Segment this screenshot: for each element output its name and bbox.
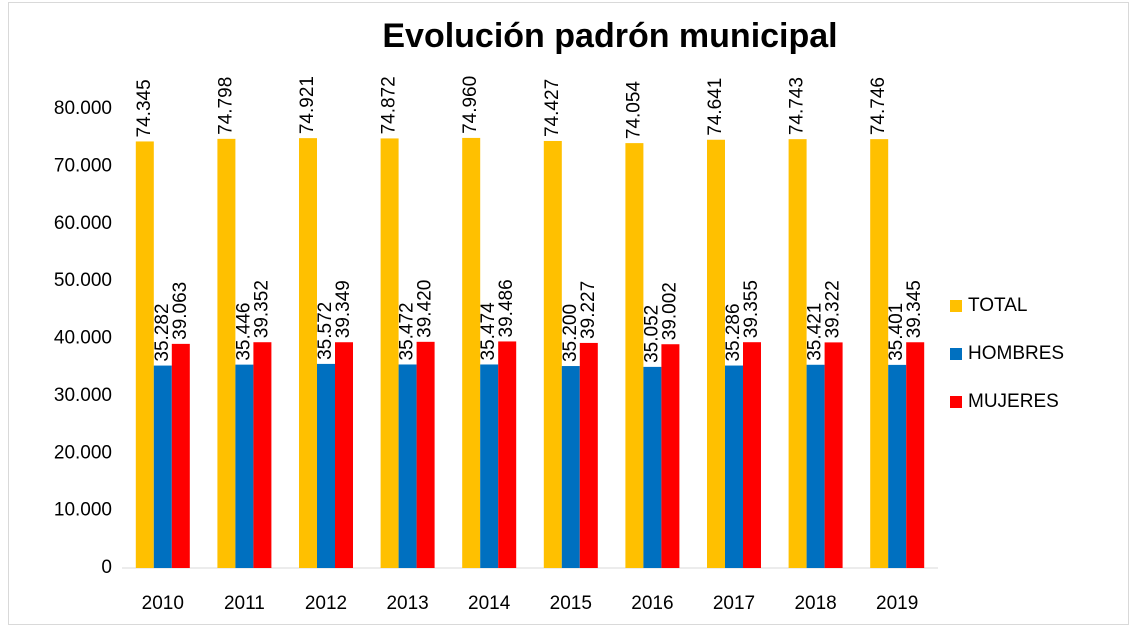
- bar: [743, 342, 761, 568]
- data-label: 74.960: [460, 76, 481, 134]
- bar: [498, 341, 517, 568]
- x-tick-label: 2017: [713, 593, 755, 614]
- data-label: 39.420: [415, 280, 436, 338]
- bar: [480, 364, 499, 568]
- bar: [299, 138, 317, 569]
- bar: [317, 363, 335, 568]
- bar: [135, 141, 154, 568]
- data-label: 35.474: [478, 302, 499, 361]
- x-tick-label: 2012: [305, 593, 347, 614]
- x-tick-label: 2010: [142, 593, 184, 614]
- x-tick-label: 2019: [876, 593, 918, 614]
- bar: [543, 140, 562, 568]
- x-tick-label: 2013: [386, 593, 428, 614]
- y-tick-label: 40.000: [54, 328, 112, 349]
- bar: [906, 342, 925, 568]
- bar: [253, 342, 272, 568]
- bar: [217, 138, 236, 568]
- data-label: 35.446: [233, 303, 254, 361]
- data-label: 35.472: [397, 302, 418, 360]
- bar: [824, 342, 843, 568]
- x-tick-label: 2014: [468, 593, 511, 614]
- chart-title: Evolución padrón municipal: [382, 17, 837, 55]
- bar: [398, 364, 417, 568]
- data-label: 39.322: [823, 280, 844, 338]
- x-tick-label: 2018: [794, 593, 836, 614]
- bar: [153, 365, 172, 568]
- data-label: 35.286: [723, 303, 744, 361]
- bar: [643, 366, 662, 568]
- bar: [579, 342, 598, 568]
- bar: [707, 139, 725, 569]
- data-label: 35.401: [886, 303, 907, 361]
- x-tick-label: 2016: [631, 593, 673, 614]
- x-tick-label: 2015: [550, 593, 592, 614]
- data-label: 74.641: [705, 78, 726, 136]
- data-label: 35.572: [315, 302, 336, 360]
- bar: [380, 138, 399, 568]
- bar: [235, 364, 254, 568]
- data-label: 35.200: [560, 304, 581, 362]
- data-label: 39.355: [741, 280, 762, 338]
- data-label: 74.921: [297, 76, 318, 134]
- y-tick-label: 30.000: [54, 385, 112, 406]
- bar: [725, 365, 743, 568]
- bar: [625, 143, 644, 568]
- data-label: 39.002: [659, 282, 680, 340]
- data-label: 39.345: [904, 280, 925, 338]
- bar: [788, 139, 807, 568]
- data-label: 74.743: [787, 77, 808, 135]
- bar: [171, 343, 190, 568]
- data-label: 35.052: [641, 305, 662, 363]
- data-label: 74.427: [542, 79, 563, 137]
- bar: [888, 364, 907, 568]
- y-tick-label: 0: [101, 557, 112, 578]
- bar: [561, 366, 580, 568]
- data-label: 74.872: [379, 76, 400, 134]
- data-label: 74.345: [134, 79, 155, 137]
- bar: [462, 137, 481, 569]
- y-tick-label: 50.000: [54, 270, 112, 291]
- legend-swatch: [950, 348, 962, 360]
- bar: [806, 364, 825, 568]
- bar: [870, 139, 889, 568]
- data-label: 74.798: [215, 77, 236, 135]
- data-label: 35.282: [152, 303, 173, 361]
- data-label: 39.352: [251, 280, 272, 338]
- y-tick-label: 60.000: [54, 213, 112, 234]
- bar: [335, 342, 353, 568]
- y-tick-label: 10.000: [54, 500, 112, 521]
- legend-label: HOMBRES: [968, 343, 1064, 364]
- y-tick-label: 80.000: [54, 98, 112, 119]
- data-label: 39.227: [578, 281, 599, 339]
- bar: [416, 341, 435, 568]
- legend-label: MUJERES: [968, 391, 1059, 412]
- data-label: 39.063: [170, 282, 191, 340]
- data-label: 39.349: [333, 280, 354, 338]
- y-tick-label: 70.000: [54, 155, 112, 176]
- data-label: 74.054: [623, 81, 644, 140]
- legend-swatch: [950, 396, 962, 408]
- legend-label: TOTAL: [968, 295, 1027, 316]
- legend-swatch: [950, 300, 962, 312]
- x-tick-label: 2011: [224, 593, 265, 614]
- data-label: 39.486: [496, 279, 517, 337]
- y-tick-label: 20.000: [54, 442, 112, 463]
- data-label: 74.746: [868, 77, 889, 135]
- data-label: 35.421: [805, 303, 826, 361]
- bar: [661, 344, 680, 568]
